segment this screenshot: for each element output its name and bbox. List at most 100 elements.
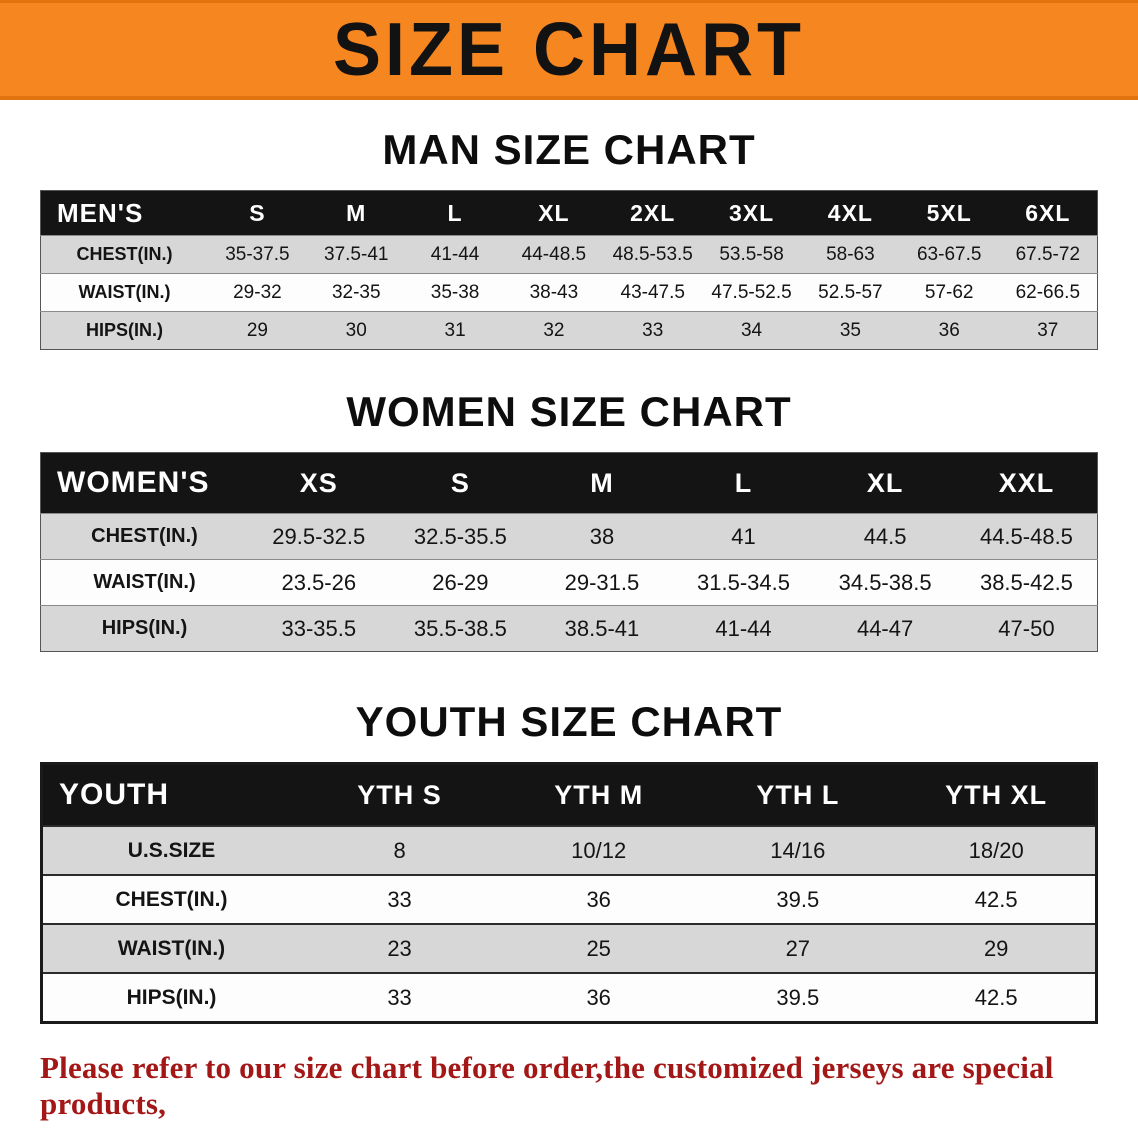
- row-label-cell: WAIST(IN.): [78, 282, 171, 302]
- value-cell: 35-37.5: [225, 243, 290, 265]
- value-cell: 44.5: [863, 523, 907, 549]
- value-cell: 63-67.5: [916, 243, 982, 265]
- value-cell: 62-66.5: [1015, 281, 1081, 303]
- youth-section-heading: YOUTH SIZE CHART: [355, 698, 783, 745]
- column-header-cell: M: [306, 190, 406, 236]
- value-cell: 35: [839, 319, 861, 341]
- banner: SIZE CHART: [0, 0, 1138, 100]
- men-size-section: MAN SIZE CHART MEN'S S M L XL 2XL 3XL 4XL 5XL 6XL…: [0, 126, 1138, 350]
- men-size-table: MEN'S S M L XL 2XL 3XL 4XL 5XL 6XL CHEST(IN.) 35-37…: [40, 190, 1098, 350]
- value-cell: 44-48.5: [521, 243, 587, 265]
- value-cell: 44-47: [856, 615, 914, 641]
- value-cell: 37: [1037, 319, 1059, 341]
- disclaimer-line-1: Please refer to our size chart before or…: [40, 1050, 1054, 1121]
- table-row: U.S.SIZE 8 10/12 14/16 18/20: [41, 826, 1097, 875]
- column-header-cell: 6XL: [998, 190, 1098, 236]
- column-header-cell: XL: [814, 452, 956, 514]
- column-header-cell: S: [208, 190, 307, 236]
- value-cell: 41-44: [715, 615, 772, 641]
- value-cell: 41: [731, 523, 756, 549]
- value-cell: 48.5-53.5: [612, 243, 693, 265]
- women-size-section: WOMEN SIZE CHART WOMEN'S XS S M L XL XXL CHEST(…: [0, 388, 1138, 652]
- page-title: SIZE CHART: [333, 7, 805, 92]
- disclaimer: Please refer to our size chart before or…: [40, 1050, 1100, 1132]
- table-row: CHEST(IN.) 29.5-32.5 32.5-35.5 38 41 44.5 44.5…: [40, 513, 1098, 560]
- value-cell: 25: [586, 935, 611, 961]
- table-row: HIPS(IN.) 33 36 39.5 42.5: [41, 973, 1097, 1023]
- value-cell: 38.5-41: [564, 615, 640, 641]
- column-header-cell: 3XL: [702, 190, 801, 236]
- row-label-cell: CHEST(IN.): [115, 887, 228, 911]
- value-cell: 36: [586, 984, 611, 1010]
- value-cell: 29: [983, 935, 1009, 961]
- value-cell: 47.5-52.5: [711, 281, 792, 303]
- column-header-cell: YTH L: [698, 763, 898, 826]
- value-cell: 29: [246, 319, 268, 341]
- value-cell: 36: [938, 319, 960, 341]
- value-cell: 33: [387, 984, 412, 1010]
- value-cell: 38: [589, 523, 615, 549]
- value-cell: 23.5-26: [281, 569, 357, 595]
- value-cell: 14/16: [770, 837, 826, 863]
- value-cell: 34.5-38.5: [838, 569, 932, 595]
- row-label-cell: CHEST(IN.): [76, 244, 173, 264]
- value-cell: 47-50: [998, 615, 1055, 641]
- youth-size-section: YOUTH SIZE CHART YOUTH YTH S YTH M YTH L YTH…: [0, 698, 1138, 1024]
- column-header-cell: YTH M: [499, 763, 699, 826]
- value-cell: 29.5-32.5: [272, 523, 366, 549]
- table-row: HIPS(IN.) 29 30 31 32 33 34 35 36 37: [40, 311, 1098, 350]
- value-cell: 27: [785, 935, 811, 961]
- value-cell: 32.5-35.5: [413, 523, 507, 549]
- value-cell: 29-32: [233, 281, 282, 303]
- value-cell: 35-38: [430, 281, 480, 303]
- column-header-cell: YTH XL: [897, 763, 1097, 826]
- value-cell: 31.5-34.5: [697, 569, 790, 595]
- value-cell: 33: [387, 886, 412, 912]
- table-row: WAIST(IN.) 29-32 32-35 35-38 38-43 43-47.5 47.…: [40, 273, 1098, 312]
- value-cell: 44.5-48.5: [979, 523, 1073, 549]
- value-cell: 26-29: [432, 569, 489, 595]
- table-row: CHEST(IN.) 35-37.5 37.5-41 41-44 44-48.5 48.5…: [40, 235, 1098, 274]
- value-cell: 31: [444, 319, 466, 341]
- disclaimer-line-2: we don't accept cancel, change, teturn o…: [40, 1129, 1100, 1132]
- row-label-cell: WAIST(IN.): [93, 571, 196, 593]
- table-row: WAIST(IN.) 23 25 27 29: [41, 924, 1097, 973]
- header-row: MEN'S S M L XL 2XL 3XL 4XL 5XL 6XL: [40, 190, 1098, 236]
- value-cell: 43-47.5: [620, 281, 685, 303]
- column-header-cell: YTH S: [300, 763, 500, 826]
- table-title-cell: YOUTH: [41, 763, 300, 826]
- row-label-cell: HIPS(IN.): [85, 320, 163, 340]
- women-size-table: WOMEN'S XS S M L XL XXL CHEST(IN.) 29.5-32.5 32.5…: [40, 452, 1098, 652]
- header-row: WOMEN'S XS S M L XL XXL: [40, 452, 1098, 514]
- value-cell: 58-63: [826, 243, 875, 265]
- header-row: YOUTH YTH S YTH M YTH L YTH XL: [41, 763, 1097, 826]
- value-cell: 39.5: [776, 886, 820, 912]
- value-cell: 67.5-72: [1015, 243, 1081, 265]
- value-cell: 33: [642, 319, 664, 341]
- women-section-heading: WOMEN SIZE CHART: [346, 388, 792, 435]
- value-cell: 57-62: [924, 281, 974, 303]
- value-cell: 53.5-58: [719, 243, 784, 265]
- value-cell: 36: [586, 886, 611, 912]
- row-label-cell: HIPS(IN.): [101, 617, 188, 639]
- column-header-cell: M: [531, 452, 673, 514]
- value-cell: 52.5-57: [818, 281, 883, 303]
- row-label-cell: CHEST(IN.): [91, 525, 198, 547]
- column-header-cell: XL: [504, 190, 604, 236]
- value-cell: 8: [393, 837, 406, 863]
- column-header-cell: L: [672, 452, 815, 514]
- value-cell: 42.5: [974, 886, 1018, 912]
- value-cell: 18/20: [968, 837, 1024, 863]
- table-title-cell: WOMEN'S: [40, 452, 248, 514]
- men-section-heading: MAN SIZE CHART: [382, 126, 756, 173]
- value-cell: 38.5-42.5: [979, 569, 1073, 595]
- row-label-cell: U.S.SIZE: [127, 838, 216, 862]
- column-header-cell: 5XL: [899, 190, 999, 236]
- row-label-cell: WAIST(IN.): [117, 936, 226, 960]
- column-header-cell: XXL: [955, 452, 1098, 514]
- column-header-cell: 2XL: [603, 190, 703, 236]
- value-cell: 33-35.5: [281, 615, 357, 641]
- value-cell: 30: [345, 319, 367, 341]
- value-cell: 34: [740, 319, 763, 341]
- value-cell: 38-43: [529, 281, 579, 303]
